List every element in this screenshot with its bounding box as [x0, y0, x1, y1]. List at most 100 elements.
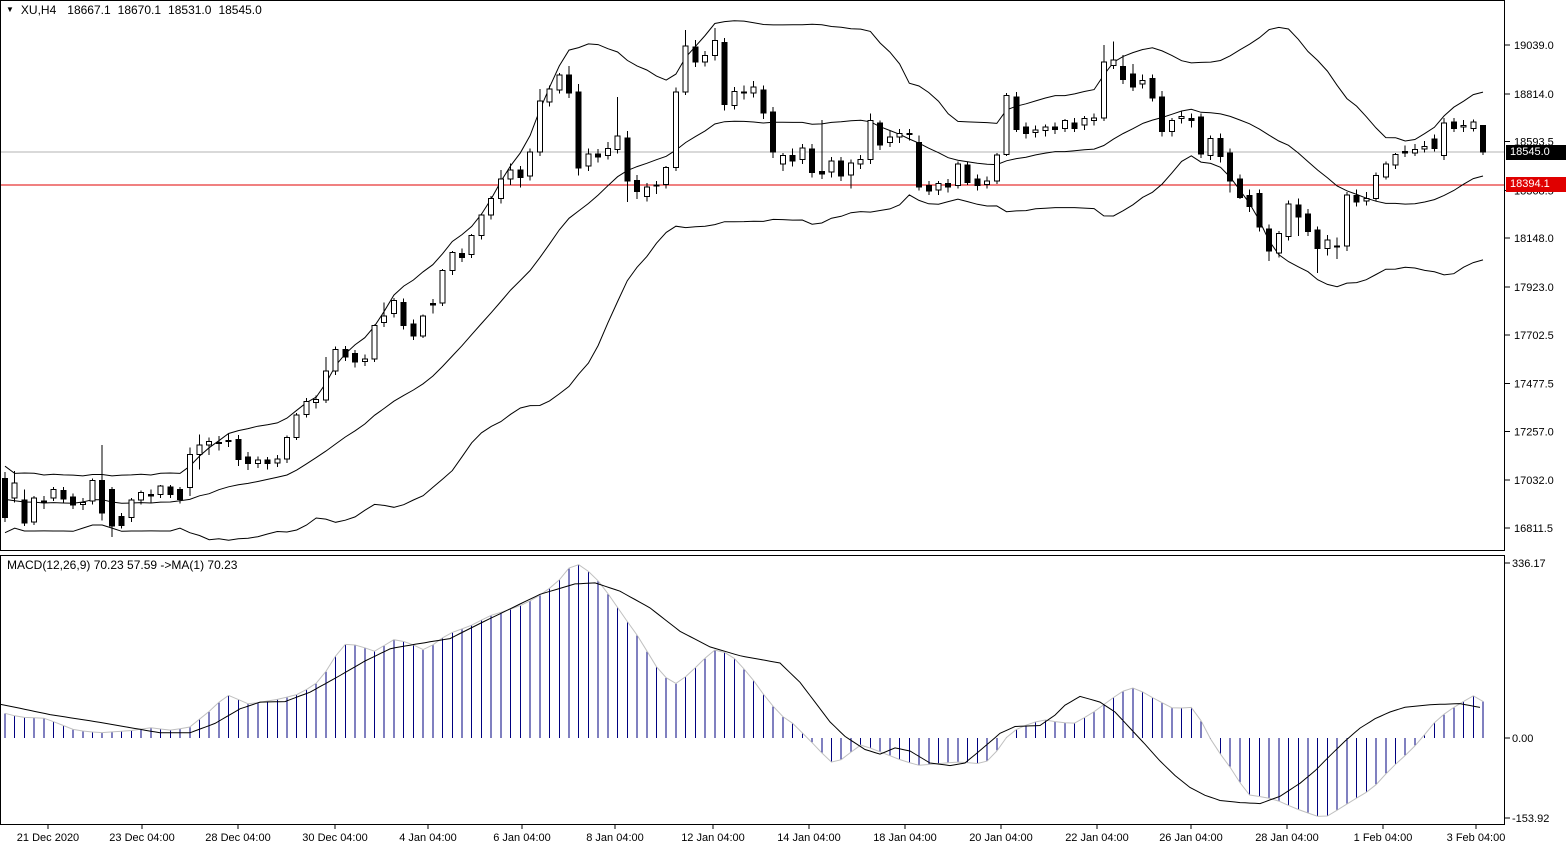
macd-axis-label: 0.00 [1512, 733, 1533, 745]
time-axis-label: 30 Dec 04:00 [302, 832, 367, 844]
candle-bearish [459, 252, 466, 258]
macd-pane-surface[interactable] [0, 555, 1505, 825]
candle-bullish [672, 91, 679, 168]
price-pane-surface[interactable] [0, 0, 1505, 551]
candle-bullish [1061, 120, 1068, 129]
candle-bullish [381, 315, 388, 323]
candle-bearish [692, 46, 699, 63]
candle-bearish [945, 183, 952, 188]
candle-bullish [663, 166, 670, 186]
time-axis-label: 22 Jan 04:00 [1065, 832, 1129, 844]
candle-bullish [702, 55, 709, 63]
candle-bearish [1295, 204, 1302, 218]
candle-bullish [1207, 138, 1214, 156]
time-axis-label: 26 Jan 04:00 [1159, 832, 1223, 844]
candle-bearish [1198, 116, 1205, 155]
time-axis-label: 4 Jan 04:00 [399, 832, 457, 844]
candle-bullish [886, 136, 893, 143]
candle-bullish [1334, 245, 1341, 248]
chart-title: ▼ XU,H4 18667.1 18670.1 18531.0 18545.0 [6, 3, 262, 17]
candle-bearish [1013, 96, 1020, 130]
symbol-dropdown-icon[interactable]: ▼ [6, 5, 14, 14]
candle-bullish [196, 444, 203, 456]
candle-bullish [303, 400, 310, 415]
time-axis-label: 20 Jan 04:00 [969, 832, 1033, 844]
candle-bullish [1285, 203, 1292, 238]
candle-bullish [215, 441, 222, 444]
candle-bearish [235, 438, 242, 460]
macd-axis-label: 336.17 [1512, 558, 1546, 570]
price-axis-label: 17923.0 [1514, 282, 1554, 294]
candle-bullish [779, 154, 786, 165]
time-axis-label: 1 Feb 04:00 [1354, 832, 1413, 844]
candle-bearish [1071, 122, 1078, 129]
candle-bullish [1178, 115, 1185, 120]
candle-bullish [1110, 59, 1117, 66]
candle-bullish [313, 398, 320, 404]
price-axis-label: 17477.5 [1514, 379, 1554, 391]
candle-bearish [342, 348, 349, 358]
candle-bullish [935, 183, 942, 191]
candle-bullish [546, 88, 553, 103]
candle-bullish [332, 348, 339, 372]
candle-bullish [371, 325, 378, 360]
candle-bullish [1324, 239, 1331, 250]
time-axis-label: 28 Dec 04:00 [205, 832, 270, 844]
time-axis[interactable]: 21 Dec 2020 23 Dec 04:00 28 Dec 04:00 30 De… [17, 825, 1506, 844]
candle-bearish [1450, 121, 1457, 129]
candle-bullish [293, 414, 300, 438]
price-axis-label: 16811.5 [1514, 523, 1553, 535]
candle-bearish [838, 160, 845, 177]
candle-bullish [1032, 129, 1039, 134]
candle-bullish [420, 315, 427, 337]
candle-bearish [595, 153, 602, 158]
candle-bearish [1052, 126, 1059, 130]
candles-layer [2, 27, 1486, 537]
candle-bullish [128, 499, 135, 518]
candle-bearish [410, 323, 417, 337]
candle-bullish [1100, 61, 1107, 119]
candle-bearish [1304, 213, 1311, 232]
time-axis-label: 23 Dec 04:00 [109, 832, 174, 844]
candle-bearish [1149, 77, 1156, 99]
candle-bullish [896, 132, 903, 138]
candle-bearish [108, 488, 115, 527]
candle-bullish [283, 436, 290, 460]
time-axis-label: 12 Jan 04:00 [681, 832, 745, 844]
macd-axis[interactable]: 336.17 0.00 -153.92 [1505, 558, 1549, 825]
price-axis-label: 19039.0 [1514, 40, 1554, 52]
price-axis-label: 18148.0 [1514, 233, 1554, 245]
quote-high: 18670.1 [117, 3, 162, 17]
candle-bullish [50, 488, 57, 499]
candle-bearish [1227, 152, 1234, 182]
candle-bullish [1042, 126, 1049, 131]
candle-bullish [11, 482, 18, 499]
candle-bearish [429, 302, 436, 306]
candle-bullish [449, 252, 456, 272]
candle-bullish [439, 270, 446, 304]
candle-bearish [400, 301, 407, 326]
candle-bullish [614, 135, 621, 150]
candle-bullish [31, 497, 38, 523]
macd-layer [0, 564, 1484, 817]
symbol-label: XU,H4 [20, 3, 57, 17]
candle-bearish [565, 74, 572, 94]
price-axis-label: 17257.0 [1514, 426, 1554, 438]
candle-bullish [186, 454, 193, 489]
candle-bearish [21, 499, 28, 524]
candle-bullish [1091, 117, 1098, 122]
candle-bearish [906, 133, 913, 136]
candle-bullish [1460, 124, 1467, 128]
candle-bearish [118, 515, 125, 527]
candle-bullish [1421, 145, 1428, 150]
candle-bullish [682, 45, 689, 93]
candle-bearish [925, 185, 932, 192]
candle-bullish [653, 184, 660, 187]
candle-bullish [1081, 118, 1088, 126]
candle-bullish [867, 120, 874, 160]
candle-bearish [70, 496, 77, 506]
candle-bullish [1373, 174, 1380, 199]
candle-bearish [177, 488, 184, 501]
